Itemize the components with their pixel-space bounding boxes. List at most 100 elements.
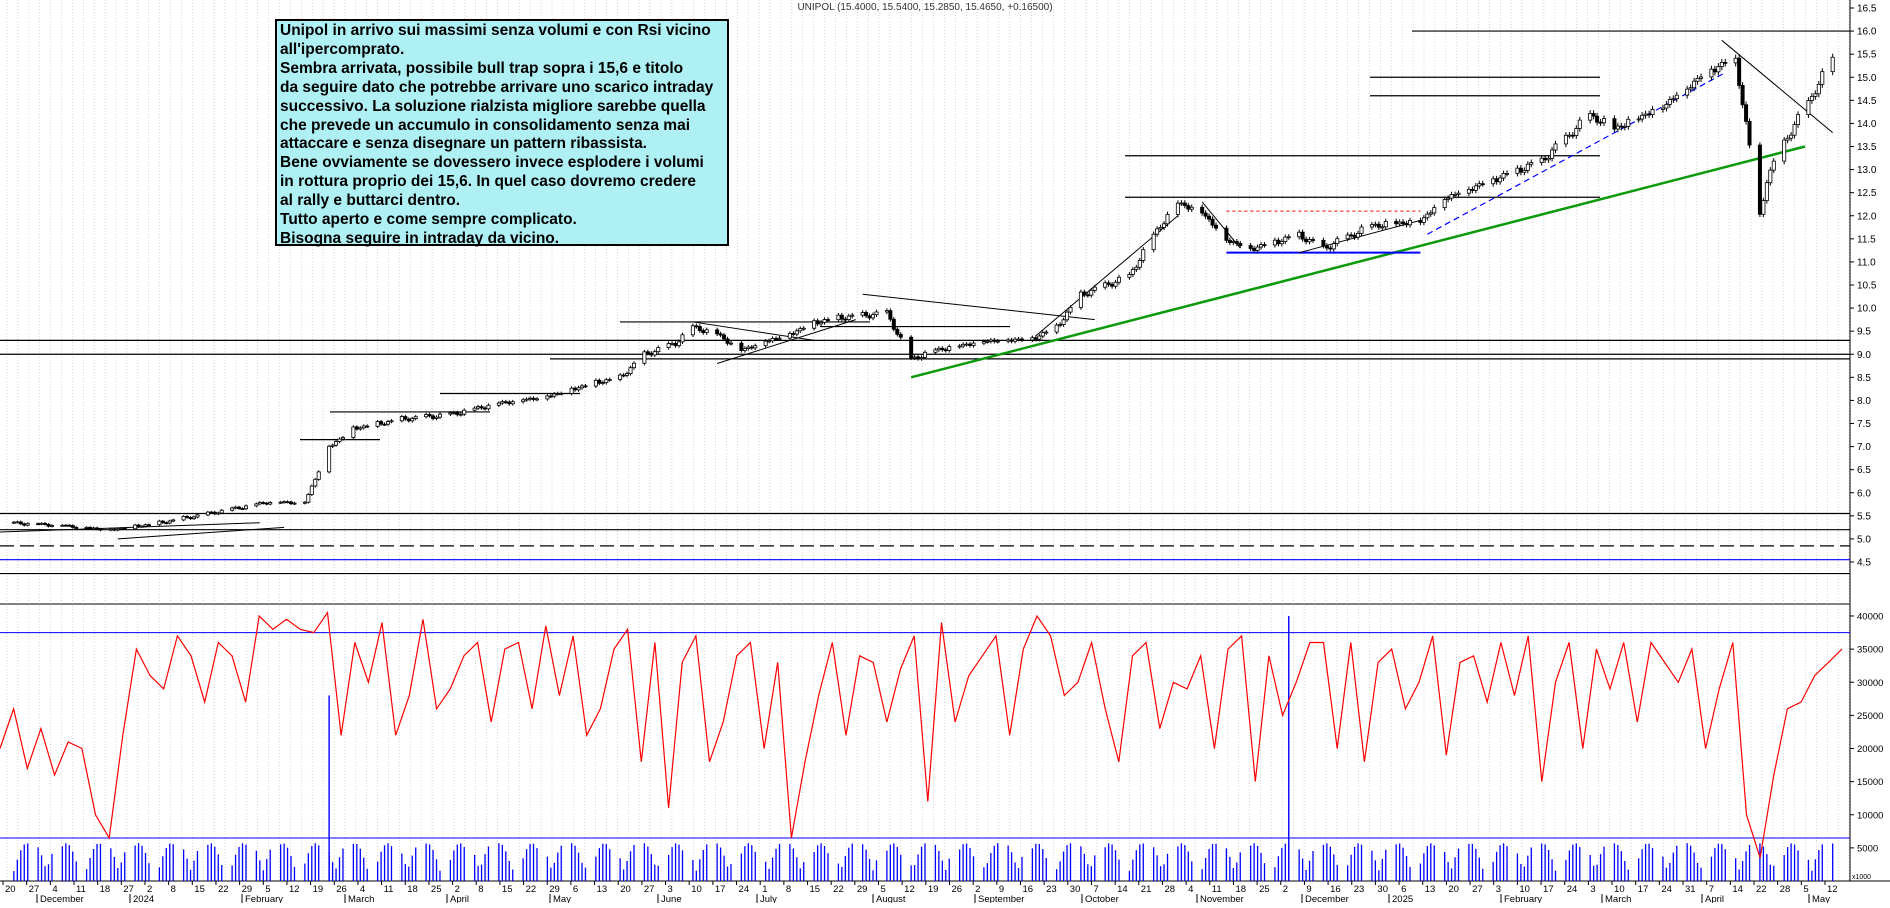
candle-body [1134,266,1139,270]
candle-body [379,421,384,425]
candle-body [46,523,51,527]
candle-body [763,340,768,347]
candle-body [1494,178,1499,183]
date-tick-label: 5 [265,884,270,895]
analysis-note-line: attaccare e senza disegnare un pattern r… [280,135,647,153]
candle-body [330,444,335,447]
black-trendline [862,293,1095,321]
candle-body [1491,178,1496,185]
candle-body [791,333,796,335]
blue-dashed-trendline [1427,72,1726,235]
candle-body [801,327,806,330]
candle-body [1255,246,1260,251]
candle-body [1640,114,1645,120]
candle-body [666,343,671,348]
date-tick-label: 6 [573,884,578,895]
candle-body [718,333,723,336]
date-tick-label: 18 [100,884,111,895]
price-tick-label: 5.0 [1857,534,1871,545]
candle-body [1408,220,1413,226]
candle-body [67,524,72,527]
candle-body [1425,213,1430,219]
candle-body [1321,239,1326,247]
candle-body [1106,282,1111,285]
green-trendline [910,145,1806,379]
price-tick-label: 9.0 [1857,350,1871,361]
candle-body [1816,83,1821,95]
candle-body [1203,212,1208,217]
candle-body [1692,80,1697,89]
candle-body [545,395,550,400]
candle-body [1466,189,1471,194]
oscillator-tick-label: 20000 [1857,744,1883,755]
candle-body [909,336,914,359]
candle-body [971,342,976,346]
candle-body [1421,217,1426,223]
candle-body [1304,238,1309,243]
price-tick-label: 11.0 [1857,257,1876,268]
candle-body [289,501,294,505]
date-tick-label: 29 [242,884,253,895]
oscillator-tick-label: 30000 [1857,678,1883,689]
month-label: April [450,894,469,903]
candle-body [112,528,117,531]
candle-body [1272,239,1277,246]
price-tick-label: 8.0 [1857,396,1871,407]
price-tick-label: 4.5 [1857,558,1871,569]
date-tick-label: 27 [29,884,40,895]
candle-body [964,343,969,346]
candle-body [84,526,89,529]
candle-body [160,520,165,524]
month-label: November [1200,894,1244,903]
date-tick-label: 24 [1661,884,1672,895]
candle-body [1078,291,1083,308]
candle-body [618,374,623,380]
candle-body [1089,289,1094,296]
candle-body [1518,167,1523,173]
price-tick-label: 15.0 [1857,73,1877,84]
candle-body [600,382,605,384]
date-tick-label: 23 [1046,884,1057,895]
candle-body [1311,239,1316,241]
candle-body [645,351,650,354]
candle-body [1761,200,1766,215]
candle-body [1595,115,1600,123]
price-tick-label: 15.5 [1857,50,1877,61]
date-tick-label: 14 [1117,884,1128,895]
candle-body [1252,248,1257,251]
candle-body [302,501,307,504]
date-tick-label: 20 [620,884,631,895]
candle-body [1588,113,1593,121]
candle-body [583,385,588,388]
candle-body [1473,185,1478,191]
candle-body [1830,56,1835,73]
candle-body [1740,85,1745,106]
candle-body [1401,221,1406,224]
candle-body [1248,245,1253,249]
candle-body [1016,338,1021,341]
candle-body [701,330,706,334]
candle-body [115,528,120,531]
date-tick-label: 22 [833,884,844,895]
candle-body [399,416,404,422]
month-label: June [661,894,682,903]
candle-body [510,401,515,405]
date-tick-label: 24 [739,884,750,895]
candle-body [15,521,20,524]
candle-body [233,506,238,509]
candle-body [1733,57,1738,64]
oscillator-tick-label: 5000 [1857,843,1878,854]
date-tick-label: 2 [147,884,152,895]
candle-body [292,502,297,505]
candle-body [1283,236,1288,242]
candle-body [185,516,190,518]
candle-body [1006,339,1011,342]
date-tick-label: 9 [1306,884,1311,895]
candle-body [819,321,824,325]
candle-body [1137,260,1142,268]
candle-body [888,310,893,320]
date-tick-label: 29 [549,884,560,895]
candle-body [1297,231,1302,238]
candle-body [774,338,779,340]
candle-body [895,328,900,335]
